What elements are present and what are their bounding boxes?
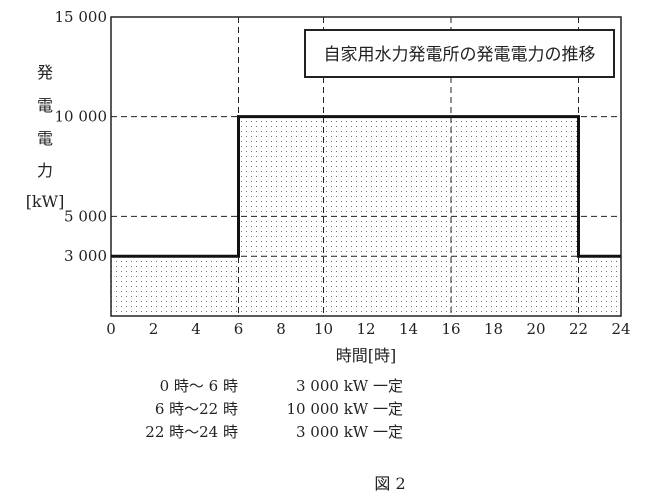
power-series-line — [111, 115, 621, 258]
plot-frame — [110, 16, 622, 317]
y-tick-label: 15 000 — [55, 8, 108, 26]
x-axis-label: 時間[時] — [336, 346, 397, 365]
x-tick-label: 0 — [106, 320, 116, 338]
x-tick-label: 22 — [569, 320, 588, 338]
x-tick-label: 14 — [399, 320, 418, 338]
y-tick-label: 3 000 — [64, 247, 107, 265]
y-tick-label: 5 000 — [64, 207, 107, 225]
x-tick-label: 16 — [441, 320, 460, 338]
x-tick-label: 2 — [149, 320, 159, 338]
schedule-period: 6 時～22 時 — [155, 400, 238, 418]
schedule-period: 0 時～ 6 時 — [160, 377, 238, 395]
x-tick-label: 4 — [191, 320, 201, 338]
y-tick-label: 10 000 — [55, 108, 108, 126]
y-label-char: 力 — [37, 161, 53, 180]
figure-label: 図 2 — [374, 474, 405, 493]
schedule-value: 3 000 kW 一定 — [296, 377, 403, 395]
x-tick-label: 20 — [526, 320, 545, 338]
x-tick-label: 6 — [234, 320, 244, 338]
y-label-unit: [kW] — [26, 192, 65, 211]
x-tick-label: 12 — [356, 320, 375, 338]
schedule-table: 0 時～ 6 時 3 000 kW 一定 6 時～22 時 10 000 kW … — [145, 377, 403, 441]
y-label-char: 電 — [37, 96, 53, 115]
schedule-value: 3 000 kW 一定 — [296, 423, 403, 441]
y-label-char: 電 — [37, 129, 53, 148]
schedule-value: 10 000 kW 一定 — [286, 400, 403, 418]
x-tick-label: 8 — [276, 320, 286, 338]
chart-title-box: 自家用水力発電所の発電電力の推移 — [304, 29, 615, 78]
x-tick-label: 18 — [484, 320, 503, 338]
schedule-period: 22 時～24 時 — [145, 423, 238, 441]
chart-title: 自家用水力発電所の発電電力の推移 — [324, 45, 596, 65]
x-tick-label: 10 — [314, 320, 333, 338]
y-label-char: 発 — [37, 63, 53, 82]
y-axis-label: 発 電 電 力 [kW] — [26, 63, 65, 211]
x-tick-label: 24 — [611, 320, 630, 338]
